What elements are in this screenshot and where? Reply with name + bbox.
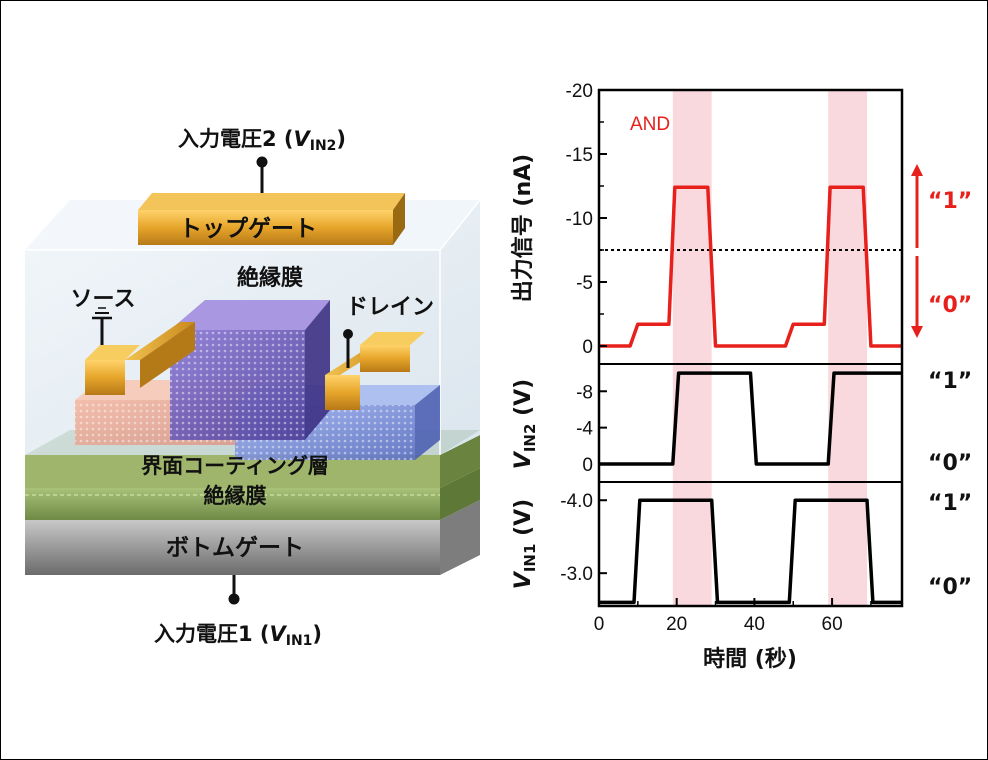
highlight-band-1 [828, 90, 868, 606]
output-logic-one: “1” [928, 189, 972, 214]
output-y-tick-2-label: -10 [566, 209, 593, 230]
axis-ticks: -20 -15 -10 -5 0 -8 -4 0 -4.0 -3.0 0 20 40 60 [560, 81, 872, 635]
input1-label: 入力電圧1 (VIN1) [154, 622, 322, 649]
interface-layer-label: 界面コーティング層 [141, 454, 329, 478]
output-y-title: 出力信号 (nA) [510, 154, 536, 302]
x-tick-3-label: 60 [822, 614, 843, 635]
lower-insulator-layer [25, 468, 480, 520]
device-illustration: 入力電圧2 (VIN2) トップゲート 絶縁膜 ソース ドレイン 界面コーティン… [25, 127, 481, 649]
top-gate-electrode [138, 156, 405, 245]
source-label: ソース [71, 287, 136, 312]
output-y-tick-4-label: 0 [582, 337, 593, 358]
vin1-logic-one: “1” [928, 491, 972, 516]
top-gate-label: トップゲート [179, 216, 317, 242]
vin2-y-tick-2-label: 0 [582, 455, 593, 476]
bottom-gate-label: ボトムゲート [166, 535, 304, 561]
vin2-y-tick-0-label: -8 [576, 382, 593, 403]
highlight-bands [672, 90, 868, 606]
output-signal-line [599, 185, 902, 348]
vin2-y-tick-1-label: -4 [576, 419, 593, 440]
bottom-gate-lead [228, 575, 240, 605]
vin2-line [599, 371, 902, 466]
x-tick-1-label: 20 [666, 614, 687, 635]
lower-insulator-label: 絶縁膜 [204, 484, 267, 508]
output-y-tick-3-label: -5 [576, 273, 593, 294]
vin1-logic-zero: “0” [928, 575, 972, 600]
channel-purple [170, 300, 330, 440]
output-logic-zero: “0” [928, 293, 972, 318]
input2-label: 入力電圧2 (VIN2) [178, 127, 346, 154]
vin1-y-title: VIN1 (V) [511, 499, 539, 589]
output-y-tick-0-label: -20 [566, 81, 593, 102]
drain-electrode [325, 329, 425, 410]
vin2-logic-one: “1” [928, 369, 972, 394]
vin2-logic-zero: “0” [928, 451, 972, 476]
output-logic-arrow [911, 164, 923, 338]
x-tick-2-label: 40 [744, 614, 765, 635]
vin2-y-title: VIN2 (V) [511, 379, 539, 469]
vin1-y-tick-1-label: -3.0 [560, 564, 593, 585]
logic-plot: -20 -15 -10 -5 0 -8 -4 0 -4.0 -3.0 0 20 40 60 AND 出力信… [510, 81, 972, 672]
source-electrode [85, 307, 195, 395]
vin1-y-tick-0-label: -4.0 [560, 491, 593, 512]
x-axis-title: 時間 (秒) [703, 647, 797, 672]
and-label: AND [630, 114, 670, 135]
plot-frame [597, 88, 904, 608]
upper-insulator-label: 絶縁膜 [237, 265, 303, 291]
highlight-band-0 [672, 90, 712, 606]
output-y-tick-1-label: -15 [566, 145, 593, 166]
drain-label: ドレイン [346, 295, 434, 320]
x-tick-0-label: 0 [594, 614, 605, 635]
